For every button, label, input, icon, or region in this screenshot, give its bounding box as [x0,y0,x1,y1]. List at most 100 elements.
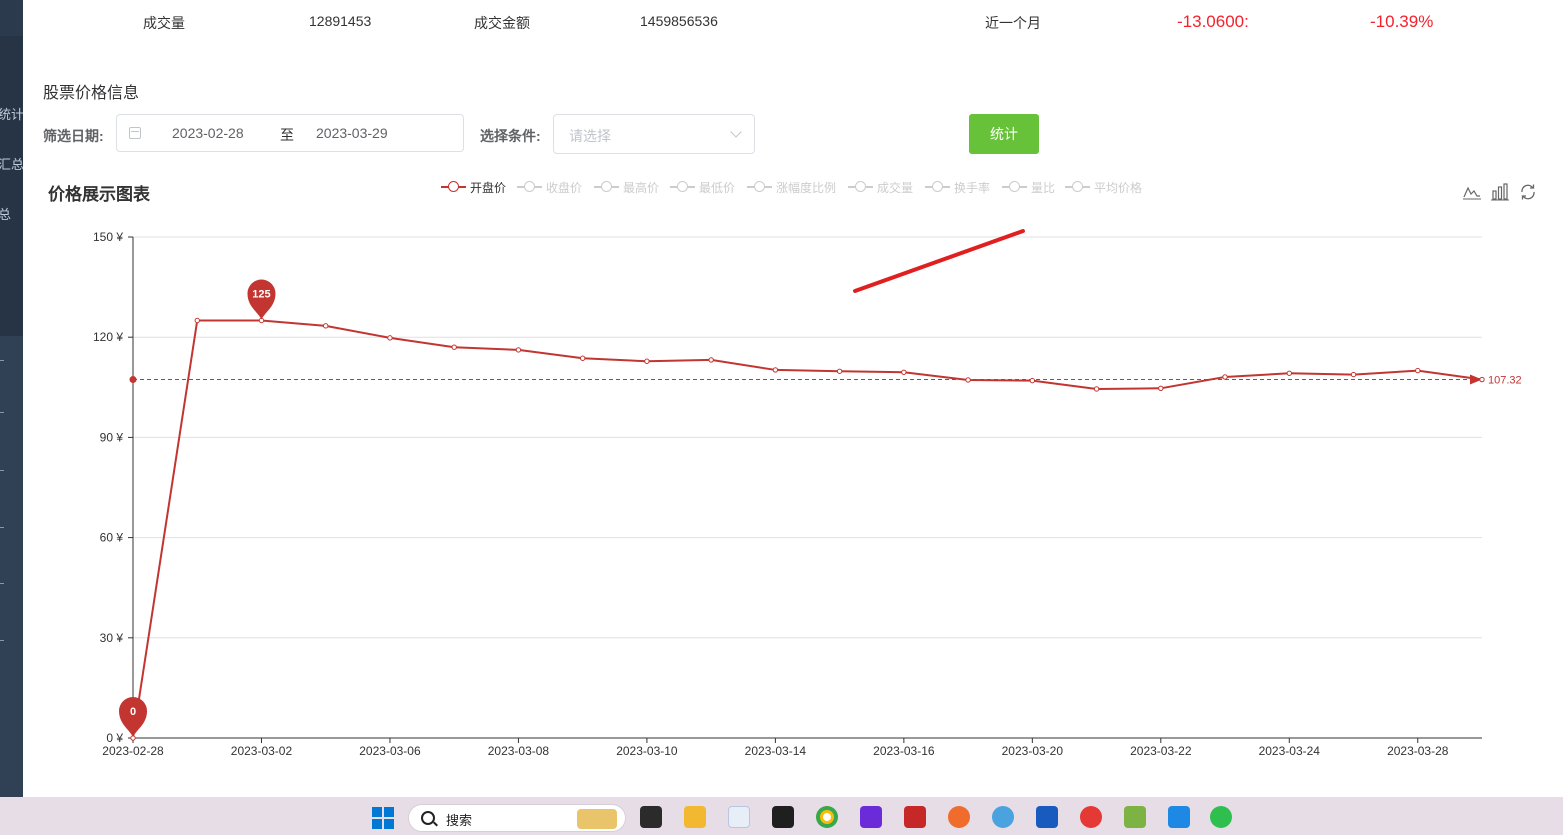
x-tick-label: 2023-03-20 [1002,744,1064,758]
calendar-icon [129,127,141,139]
x-tick-label: 2023-03-02 [231,744,293,758]
terminal-icon[interactable] [772,806,794,828]
data-point [836,368,843,374]
legend-marker-icon [594,182,619,191]
taskbar-search[interactable]: 搜索 [408,804,626,832]
change-percent: -10.39% [1370,12,1434,31]
folder-icon[interactable] [684,806,706,828]
data-point [451,344,457,350]
legend-label: 最低价 [699,181,736,195]
data-point [772,367,779,373]
legend-marker-icon [441,182,466,191]
average-mark-line: 107.32 [129,374,1522,387]
restore-icon[interactable] [1518,183,1538,201]
sidebar-submenu: 统计 汇总 总 [0,36,23,336]
y-tick-label: 150 ¥ [93,230,123,244]
legend-marker-icon [1002,182,1027,191]
y-tick-label: 90 ¥ [100,430,124,444]
date-filter-label: 筛选日期: [43,128,104,144]
task-view-icon[interactable] [640,806,662,828]
sidebar: 统计 汇总 总 [0,0,23,797]
end-date-input[interactable]: 2023-03-29 [316,125,388,141]
search-icon [421,811,435,825]
legend-label: 收盘价 [546,181,583,195]
data-point [1222,374,1228,380]
pin-label: 125 [252,289,270,301]
windows-start-icon[interactable] [372,807,394,829]
legend-label: 平均价格 [1094,181,1143,195]
price-chart: 0 ¥30 ¥60 ¥90 ¥120 ¥150 ¥ 2023-02-28 2023… [93,229,1522,758]
wechat-icon[interactable] [1210,806,1232,828]
sidebar-marker [0,412,4,413]
legend-label: 换手率 [954,181,991,195]
x-tick-label: 2023-03-14 [745,744,807,758]
sidebar-item-stats[interactable]: 统计 [0,107,23,122]
data-point [708,357,714,363]
legend-label: 最高价 [623,181,660,195]
line-chart-icon[interactable] [1462,183,1482,201]
start-date-input[interactable]: 2023-02-28 [172,125,244,141]
word-icon[interactable] [1036,806,1058,828]
jetbrains-icon[interactable] [860,806,882,828]
date-range-picker[interactable]: 2023-02-28 至 2023-03-29 [116,114,464,152]
mark-line-label: 107.32 [1488,375,1522,387]
period-label: 近一个月 [985,15,1041,31]
data-point [1479,376,1485,383]
y-axis: 0 ¥ 30 ¥ 60 ¥ 90 ¥ 120 ¥ 150 ¥ [93,230,134,745]
x-tick-label: 2023-03-08 [488,744,550,758]
legend-label: 开盘价 [470,181,507,195]
series-line [132,319,1483,739]
data-point [644,358,650,364]
sidebar-item-summary[interactable]: 汇总 [0,157,23,172]
x-tick-label: 2023-03-16 [873,744,935,758]
stats-button[interactable]: 统计 [969,114,1039,154]
y-tick-label: 30 ¥ [100,631,124,645]
data-point [323,323,329,329]
app-icon[interactable] [1080,806,1102,828]
wps-icon[interactable] [904,806,926,828]
app-icon[interactable] [728,806,750,828]
main-content: 成交量 12891453 成交金额 1459856536 近一个月 -13.06… [23,0,1563,797]
data-point [1158,385,1164,392]
y-tick-label: 120 ¥ [93,330,123,344]
y-tick-label: 60 ¥ [100,531,124,545]
pin-shape [119,697,147,737]
browser-icon[interactable] [948,806,970,828]
data-point [1350,371,1357,378]
browser-icon[interactable] [992,806,1014,828]
data-point [1093,386,1100,392]
x-tick-label: 2023-03-22 [1130,744,1192,758]
x-axis: 2023-02-28 2023-03-02 2023-03-06 2023-03-08… [102,737,1482,758]
sidebar-marker [0,640,4,641]
mark-points: 125 0 [119,279,276,737]
amount-label: 成交金额 [474,15,530,31]
section-title: 股票价格信息 [43,85,140,102]
x-tick-label: 2023-02-28 [102,744,164,758]
condition-label: 选择条件: [480,128,541,144]
mark-point-pin: 125 [247,279,276,320]
legend-label: 成交量 [877,181,914,195]
condition-select[interactable]: 请选择 [553,114,755,154]
volume-value: 12891453 [309,13,372,29]
sidebar-marker [0,360,4,361]
data-point [965,377,971,383]
legend-marker-icon [517,182,542,191]
pin-shape [247,279,276,320]
data-point [387,335,393,341]
data-point [515,347,522,353]
search-highlight-image [577,809,617,829]
annotation-stroke [853,229,1025,293]
sidebar-marker [0,583,4,584]
data-point [901,369,907,375]
sidebar-item-total[interactable]: 总 [0,207,12,222]
x-tick-label: 2023-03-28 [1387,744,1449,758]
legend-marker-icon [747,182,772,191]
x-tick-label: 2023-03-10 [616,744,678,758]
notepad-icon[interactable] [1124,806,1146,828]
range-separator: 至 [280,127,294,143]
mark-line-start [129,376,137,384]
chrome-icon[interactable] [816,806,838,828]
x-tick-label: 2023-03-24 [1259,744,1321,758]
bar-chart-icon[interactable] [1490,183,1510,201]
dingtalk-icon[interactable] [1168,806,1190,828]
